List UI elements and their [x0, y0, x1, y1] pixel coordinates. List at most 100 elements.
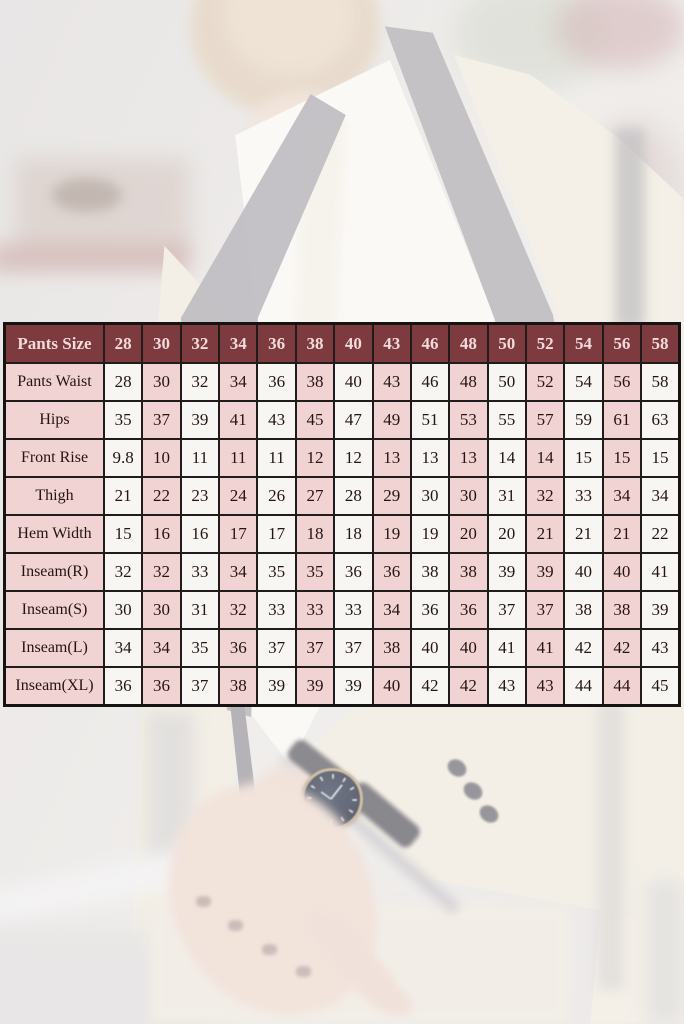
size-column-header: 40: [333, 322, 374, 364]
size-value-cell: 19: [409, 514, 451, 554]
size-value-cell: 34: [218, 362, 259, 402]
size-value-cell: 24: [218, 476, 259, 516]
size-value-cell: 14: [486, 438, 527, 478]
knuckle-tattoo: [228, 920, 243, 931]
size-value-cell: 51: [409, 400, 451, 440]
size-value-cell: 36: [333, 552, 374, 592]
size-value-cell: 53: [448, 400, 489, 440]
size-value-cell: 42: [563, 628, 604, 668]
size-value-cell: 41: [640, 552, 681, 592]
size-value-cell: 28: [102, 362, 144, 402]
size-value-cell: 41: [524, 628, 566, 668]
size-column-header: 34: [218, 322, 259, 364]
size-column-header: 48: [448, 322, 489, 364]
size-value-cell: 42: [601, 628, 643, 668]
size-value-cell: 23: [179, 476, 221, 516]
size-value-cell: 40: [448, 628, 489, 668]
pants-size-chart: Pants Size 28 30 32 34 36 38 40 43 46 48 50 52 54 56 58…: [3, 322, 681, 707]
size-value-cell: 36: [409, 590, 451, 630]
corner-header: Pants Size: [3, 322, 105, 364]
size-value-cell: 40: [409, 628, 451, 668]
size-value-cell: 19: [371, 514, 412, 554]
size-value-cell: 40: [601, 552, 643, 592]
size-value-cell: 33: [563, 476, 604, 516]
size-value-cell: 15: [102, 514, 144, 554]
size-value-cell: 20: [448, 514, 489, 554]
size-value-cell: 39: [294, 666, 336, 707]
table-row: Hem Width 15 16 16 17 17 18 18 19 19 20 20 21 21 21 22: [3, 514, 681, 554]
size-value-cell: 52: [524, 362, 566, 402]
size-column-header: 50: [486, 322, 527, 364]
size-value-cell: 35: [256, 552, 297, 592]
size-value-cell: 54: [563, 362, 604, 402]
size-value-cell: 35: [179, 628, 221, 668]
size-value-cell: 37: [333, 628, 374, 668]
size-value-cell: 32: [141, 552, 182, 592]
size-value-cell: 36: [141, 666, 182, 707]
size-value-cell: 16: [179, 514, 221, 554]
size-value-cell: 34: [640, 476, 681, 516]
size-value-cell: 39: [256, 666, 297, 707]
size-value-cell: 38: [448, 552, 489, 592]
size-value-cell: 30: [448, 476, 489, 516]
size-value-cell: 9.8: [102, 438, 144, 478]
size-value-cell: 32: [524, 476, 566, 516]
size-value-cell: 32: [102, 552, 144, 592]
size-value-cell: 39: [179, 400, 221, 440]
size-value-cell: 42: [448, 666, 489, 707]
size-value-cell: 18: [333, 514, 374, 554]
size-value-cell: 37: [256, 628, 297, 668]
size-value-cell: 14: [524, 438, 566, 478]
size-value-cell: 33: [294, 590, 336, 630]
size-value-cell: 37: [486, 590, 527, 630]
size-value-cell: 38: [218, 666, 259, 707]
measurement-label: Hips: [3, 400, 105, 440]
size-value-cell: 63: [640, 400, 681, 440]
size-value-cell: 46: [409, 362, 451, 402]
size-value-cell: 50: [486, 362, 527, 402]
size-value-cell: 31: [486, 476, 527, 516]
size-value-cell: 32: [179, 362, 221, 402]
size-value-cell: 36: [218, 628, 259, 668]
size-value-cell: 48: [448, 362, 489, 402]
size-value-cell: 20: [486, 514, 527, 554]
size-value-cell: 39: [333, 666, 374, 707]
size-value-cell: 34: [218, 552, 259, 592]
size-column-header: 58: [640, 322, 681, 364]
size-value-cell: 45: [294, 400, 336, 440]
size-value-cell: 28: [333, 476, 374, 516]
knuckle-tattoo: [262, 944, 277, 955]
size-value-cell: 12: [333, 438, 374, 478]
size-value-cell: 38: [371, 628, 412, 668]
size-column-header: 36: [256, 322, 297, 364]
red-awning-blur: [0, 243, 190, 273]
wall-bottom-right: [646, 880, 684, 1024]
size-value-cell: 47: [333, 400, 374, 440]
size-value-cell: 39: [640, 590, 681, 630]
size-value-cell: 13: [371, 438, 412, 478]
size-column-header: 54: [563, 322, 604, 364]
size-value-cell: 41: [486, 628, 527, 668]
measurement-label: Thigh: [3, 476, 105, 516]
size-value-cell: 43: [524, 666, 566, 707]
size-value-cell: 15: [640, 438, 681, 478]
table-row: Inseam(R) 32 32 33 34 35 35 36 36 38 38 39 39 40 40 41: [3, 552, 681, 592]
size-value-cell: 43: [371, 362, 412, 402]
size-value-cell: 33: [179, 552, 221, 592]
size-value-cell: 56: [601, 362, 643, 402]
size-value-cell: 30: [141, 362, 182, 402]
size-value-cell: 35: [294, 552, 336, 592]
size-value-cell: 13: [448, 438, 489, 478]
size-value-cell: 13: [409, 438, 451, 478]
table-row: Thigh 21 22 23 24 26 27 28 29 30 30 31 32 33 34 34: [3, 476, 681, 516]
size-value-cell: 33: [256, 590, 297, 630]
table-row: Pants Waist 28 30 32 34 36 38 40 43 46 48 50 52 54 56 5…: [3, 362, 681, 402]
size-value-cell: 38: [294, 362, 336, 402]
table-row: Inseam(S) 30 30 31 32 33 33 33 34 36 36 37 37 38 38 39: [3, 590, 681, 630]
size-value-cell: 11: [256, 438, 297, 478]
size-value-cell: 34: [102, 628, 144, 668]
measurement-label: Pants Waist: [3, 362, 105, 402]
size-value-cell: 37: [179, 666, 221, 707]
size-value-cell: 43: [486, 666, 527, 707]
size-value-cell: 26: [256, 476, 297, 516]
